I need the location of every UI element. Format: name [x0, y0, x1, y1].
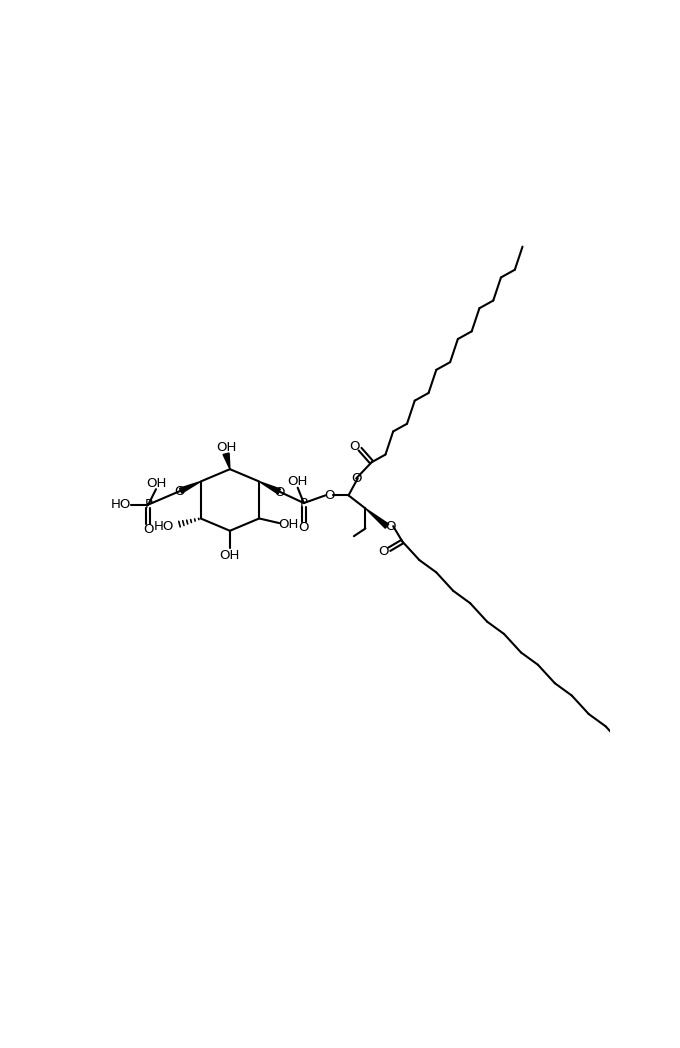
Text: OH: OH: [278, 518, 299, 531]
Text: OH: OH: [146, 477, 166, 489]
Text: O: O: [386, 520, 396, 532]
Polygon shape: [223, 453, 230, 470]
Text: O: O: [299, 521, 309, 534]
Text: O: O: [143, 523, 154, 536]
Text: P: P: [300, 497, 308, 509]
Text: P: P: [144, 498, 152, 511]
Text: O: O: [350, 439, 360, 453]
Text: OH: OH: [288, 475, 308, 488]
Text: HO: HO: [154, 520, 174, 532]
Text: O: O: [174, 485, 184, 498]
Text: O: O: [275, 486, 285, 499]
Text: HO: HO: [110, 498, 131, 511]
Polygon shape: [365, 508, 389, 528]
Polygon shape: [259, 481, 280, 494]
Text: O: O: [379, 545, 389, 559]
Text: OH: OH: [220, 549, 240, 562]
Text: O: O: [351, 472, 362, 485]
Polygon shape: [180, 481, 201, 494]
Text: O: O: [324, 488, 335, 502]
Text: OH: OH: [216, 441, 236, 454]
